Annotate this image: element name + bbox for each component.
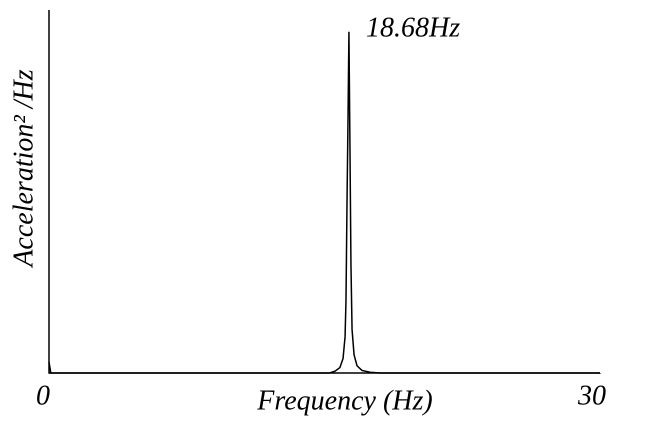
x-tick-label: 30: [577, 380, 606, 411]
y-axis-label: Acceleration² /Hz: [8, 69, 39, 268]
x-tick-label: 0: [36, 380, 50, 411]
annotation: 18.68Hz: [366, 12, 460, 43]
x-axis-label: Frequency (Hz): [256, 385, 432, 416]
line-series: [48, 31, 600, 374]
